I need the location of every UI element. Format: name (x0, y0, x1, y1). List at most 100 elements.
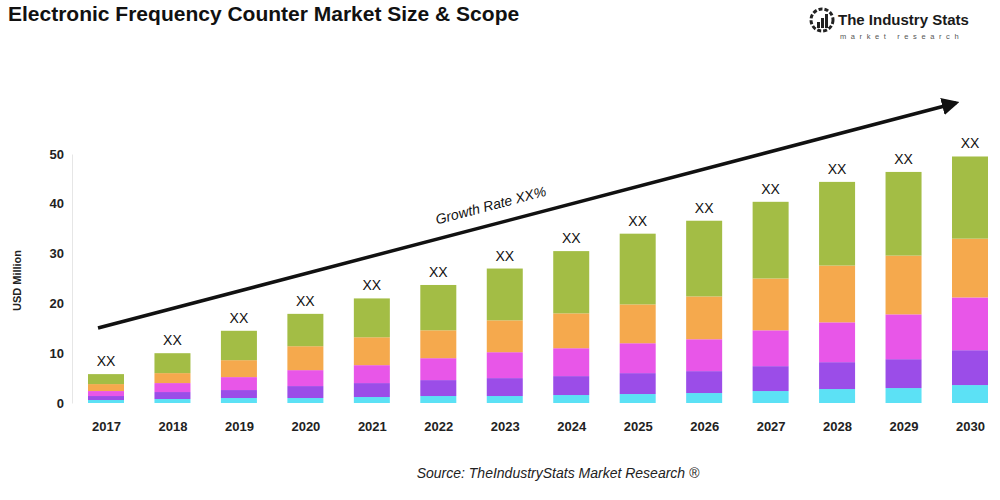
bar-segment (553, 313, 589, 348)
logo-title: The Industry Stats (838, 11, 969, 28)
bar-label: XX (97, 353, 116, 369)
x-tick-label: 2023 (491, 419, 520, 434)
bar-segment (952, 156, 988, 238)
x-tick: 2020 (291, 408, 320, 434)
bar-segment (354, 365, 390, 383)
y-tick-label: 10 (50, 346, 64, 361)
bar-label: XX (230, 310, 249, 326)
x-tick: 2024 (557, 408, 587, 434)
bar-segment (753, 366, 789, 391)
bar-segment (686, 371, 722, 393)
y-tick-label: 50 (50, 147, 64, 162)
bar-segment (420, 285, 456, 330)
bar-segment (154, 373, 190, 383)
bar-segment (221, 398, 257, 403)
bar-segment (487, 352, 523, 378)
x-tick-label: 2019 (225, 419, 254, 434)
bar-segment (287, 314, 323, 346)
bar-segment (952, 385, 988, 403)
bar-segment (753, 391, 789, 403)
y-tick-label: 40 (50, 196, 64, 211)
x-tick: 2018 (159, 408, 188, 434)
y-tick: 50 (50, 147, 72, 162)
bar-segment (553, 348, 589, 376)
bar-segment (819, 182, 855, 266)
x-axis: 2017 2018 2019 2020 2021 2022 2023 2024 2025 2026… (92, 408, 985, 434)
x-tick-label: 2029 (890, 419, 919, 434)
bar-segment (221, 360, 257, 377)
logo-icon (811, 9, 833, 31)
bar-label: XX (296, 293, 315, 309)
x-tick: 2025 (624, 408, 653, 434)
bar-segment (287, 346, 323, 370)
x-tick: 2022 (424, 408, 453, 434)
bar-segment (620, 394, 656, 403)
x-tick-label: 2021 (358, 419, 387, 434)
bar-label: XX (163, 332, 182, 348)
bar-segment (886, 388, 922, 403)
bar-segment (88, 396, 124, 400)
x-tick-label: 2030 (956, 419, 985, 434)
bar-segment (154, 392, 190, 399)
bar-segment (154, 353, 190, 373)
x-tick-label: 2028 (823, 419, 852, 434)
bar-segment (952, 350, 988, 385)
bar-segment (620, 234, 656, 305)
growth-arrow (98, 103, 956, 328)
x-tick: 2028 (823, 408, 852, 434)
title: Electronic Frequency Counter Market Size… (8, 2, 519, 25)
bar-label: XX (363, 277, 382, 293)
bar-segment (287, 398, 323, 403)
y-tick: 10 (50, 346, 72, 361)
bars (88, 156, 988, 403)
bar-segment (354, 383, 390, 397)
source: Source: TheIndustryStats Market Research… (417, 465, 700, 481)
bar-segment (753, 202, 789, 279)
y-tick-label: 30 (50, 246, 64, 261)
bar-segment (753, 279, 789, 331)
bar-label: XX (429, 264, 448, 280)
bar-segment (686, 296, 722, 339)
bar-segment (88, 391, 124, 396)
x-tick: 2027 (757, 408, 786, 434)
bar-segment (952, 297, 988, 350)
bar-label: XX (961, 135, 980, 151)
x-tick: 2030 (956, 408, 985, 434)
bar-label: XX (828, 161, 847, 177)
bar-segment (88, 384, 124, 391)
bar-label: XX (894, 151, 913, 167)
x-tick-label: 2024 (557, 419, 587, 434)
x-tick: 2019 (225, 408, 254, 434)
chart: Electronic Frequency Counter Market Size… (0, 0, 1000, 500)
bar-segment (354, 397, 390, 403)
bar-segment (553, 251, 589, 313)
bar-labels: XXXXXXXXXXXXXXXXXXXXXXXXXXXX (97, 135, 980, 369)
bar-segment (819, 362, 855, 389)
bar-segment (354, 337, 390, 365)
bar-segment (154, 383, 190, 392)
bar-segment (886, 256, 922, 315)
bar-segment (354, 298, 390, 337)
x-tick-label: 2027 (757, 419, 786, 434)
bar-segment (886, 314, 922, 359)
y-tick-label: 20 (50, 296, 64, 311)
x-tick: 2026 (690, 408, 719, 434)
bar-segment (686, 393, 722, 403)
bar-segment (553, 376, 589, 395)
y-tick-label: 0 (57, 396, 64, 411)
bar-segment (753, 330, 789, 366)
y-axis-line (72, 155, 73, 404)
bar-segment (553, 395, 589, 403)
x-tick: 2017 (92, 408, 121, 434)
x-tick: 2021 (358, 408, 387, 434)
y-tick: 20 (50, 296, 72, 311)
y-tick: 30 (50, 246, 72, 261)
x-tick-label: 2025 (624, 419, 653, 434)
bar-segment (88, 400, 124, 403)
logo-subtitle: market research (840, 32, 963, 41)
bar-segment (420, 330, 456, 358)
bar-segment (420, 380, 456, 396)
bar-segment (819, 389, 855, 403)
bar-segment (487, 396, 523, 403)
bar-segment (819, 266, 855, 323)
